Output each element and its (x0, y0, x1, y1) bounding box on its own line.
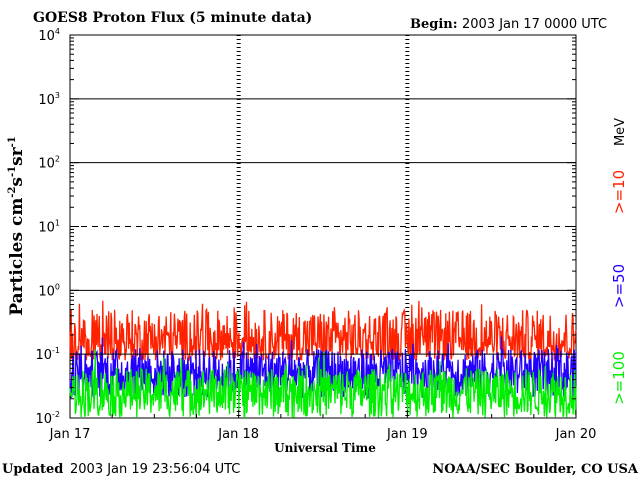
legend-series-50: >=50 (610, 264, 628, 308)
x-tick-label: Jan 20 (555, 427, 597, 442)
x-axis-ticks: Jan 17 Jan 18 Jan 19 Jan 20 (49, 410, 597, 442)
y-axis-ticks: 10-2 10-1 100 101 102 103 104 (35, 27, 576, 427)
series-ge100-line (69, 349, 577, 420)
y-tick-label: 101 (38, 219, 60, 236)
updated-value: 2003 Jan 19 23:56:04 UTC (70, 462, 240, 477)
y-axis-label: Particles cm-2s-1sr-1 (7, 136, 27, 316)
y-tick-label: 102 (38, 155, 60, 172)
y-tick-label: 103 (38, 91, 60, 108)
x-tick-label: Jan 19 (386, 427, 428, 442)
begin-value: 2003 Jan 17 0000 UTC (462, 17, 607, 32)
updated-label: Updated (2, 462, 63, 477)
y-tick-label: 10-1 (35, 346, 60, 363)
data-series (69, 300, 577, 420)
unit-label: MeV (613, 118, 628, 146)
series-ge10-line (69, 300, 577, 362)
legend-series-10: >=10 (610, 170, 628, 214)
x-tick-label: Jan 17 (49, 427, 91, 442)
gridlines (70, 98, 576, 291)
x-axis-label: Universal Time (274, 441, 376, 455)
x-tick-label: Jan 18 (217, 427, 259, 442)
begin-label: Begin: (410, 17, 458, 32)
y-tick-label: 10-2 (35, 410, 60, 427)
source-credit: NOAA/SEC Boulder, CO USA (432, 462, 639, 477)
y-tick-label: 100 (38, 282, 60, 299)
chart-title: GOES8 Proton Flux (5 minute data) (33, 10, 312, 26)
legend-series-100: >=100 (610, 351, 628, 405)
y-tick-label: 104 (38, 27, 60, 44)
